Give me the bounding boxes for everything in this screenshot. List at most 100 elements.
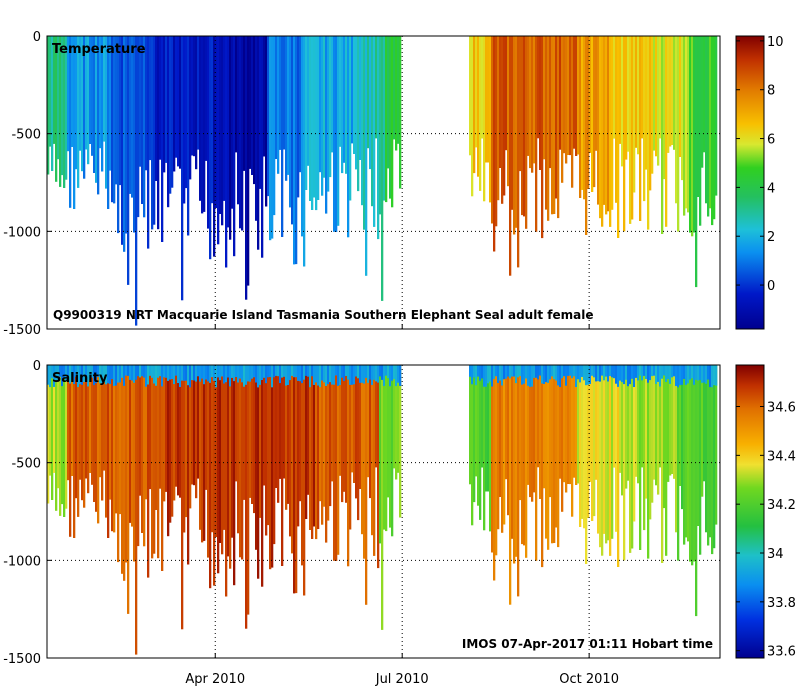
surface-layer — [611, 365, 614, 378]
surface-layer — [291, 365, 294, 376]
profile-column — [49, 36, 52, 147]
profile-column — [85, 36, 88, 150]
surface-layer — [279, 365, 282, 384]
surface-layer — [655, 365, 658, 384]
profile-column — [469, 36, 472, 156]
surface-layer — [531, 365, 534, 387]
profile-column — [521, 36, 524, 216]
profile-column — [183, 36, 186, 204]
surface-layer — [635, 365, 638, 378]
profile-column — [693, 365, 696, 562]
profile-column — [141, 36, 144, 204]
profile-column — [135, 365, 138, 655]
profile-column — [505, 365, 508, 480]
profile-column — [631, 36, 634, 220]
profile-column — [635, 36, 638, 148]
colorbar-tick-label: 33.6 — [767, 645, 796, 660]
surface-layer — [679, 365, 682, 386]
surface-layer — [245, 365, 248, 385]
surface-layer — [349, 365, 352, 385]
surface-layer — [495, 365, 498, 377]
surface-layer — [177, 365, 180, 383]
surface-layer — [595, 365, 598, 382]
profile-column — [199, 365, 202, 530]
profile-column — [495, 365, 498, 556]
profile-column — [515, 36, 518, 228]
imos-timestamp: IMOS 07-Apr-2017 01:11 Hobart time — [462, 637, 713, 651]
profile-column — [71, 365, 74, 476]
profile-column — [511, 36, 514, 210]
surface-layer — [171, 365, 174, 379]
profile-column — [613, 365, 616, 468]
profile-column — [333, 365, 336, 561]
profile-column — [345, 365, 348, 503]
surface-layer — [165, 365, 168, 378]
surface-layer — [271, 365, 274, 388]
profile-column — [685, 365, 688, 538]
profile-column — [683, 36, 686, 216]
profile-column — [327, 365, 330, 521]
profile-column — [529, 365, 532, 498]
surface-layer — [179, 365, 182, 387]
profile-column — [67, 36, 70, 152]
surface-layer — [381, 365, 384, 380]
surface-layer — [481, 365, 484, 379]
profile-column — [161, 365, 164, 571]
surface-layer — [207, 365, 210, 382]
profile-column — [185, 365, 188, 518]
profile-column — [513, 365, 516, 564]
profile-column — [641, 365, 644, 468]
profile-column — [291, 36, 294, 225]
surface-layer — [215, 365, 218, 388]
profile-column — [573, 36, 576, 149]
profile-column — [101, 365, 104, 501]
profile-column — [471, 365, 474, 526]
surface-layer — [203, 365, 206, 385]
profile-column — [129, 365, 132, 523]
surface-layer — [151, 365, 154, 378]
temperature-y-ticks: 0 -500 -1000 -1500 — [3, 30, 52, 338]
surface-layer — [345, 365, 348, 376]
profile-column — [177, 365, 180, 496]
profile-column — [325, 365, 328, 543]
profile-column — [337, 36, 340, 226]
surface-layer — [69, 365, 72, 384]
profile-column — [521, 365, 524, 545]
surface-layer — [709, 365, 712, 388]
profile-column — [669, 36, 672, 147]
profile-column — [377, 36, 380, 240]
salinity-x-ticks: Apr 2010 Jul 2010 Oct 2010 — [185, 672, 619, 687]
profile-column — [259, 36, 262, 189]
profile-column — [177, 36, 180, 167]
salinity-axes-frame — [46, 364, 721, 659]
profile-column — [331, 365, 334, 482]
profile-column — [627, 36, 630, 152]
surface-layer — [609, 365, 612, 377]
profile-column — [327, 36, 330, 192]
profile-column — [339, 365, 342, 476]
profile-column — [115, 36, 118, 185]
profile-column — [285, 36, 288, 181]
surface-layer — [615, 365, 618, 384]
surface-layer — [619, 365, 622, 381]
surface-layer — [527, 365, 530, 386]
surface-layer — [157, 365, 160, 378]
surface-layer — [629, 365, 632, 385]
profile-column — [565, 365, 568, 493]
surface-layer — [283, 365, 286, 377]
profile-column — [557, 365, 560, 548]
profile-column — [73, 36, 76, 209]
profile-column — [561, 365, 564, 512]
profile-column — [113, 36, 116, 204]
surface-layer — [261, 365, 264, 380]
profile-column — [375, 365, 378, 468]
profile-column — [525, 36, 528, 229]
profile-column — [535, 36, 538, 232]
surface-layer — [173, 365, 176, 385]
colorbar-tick-label: 34.4 — [767, 449, 796, 464]
profile-column — [603, 365, 606, 534]
profile-column — [299, 36, 302, 173]
surface-layer — [63, 365, 66, 378]
surface-layer — [115, 365, 118, 386]
surface-layer — [477, 365, 480, 377]
